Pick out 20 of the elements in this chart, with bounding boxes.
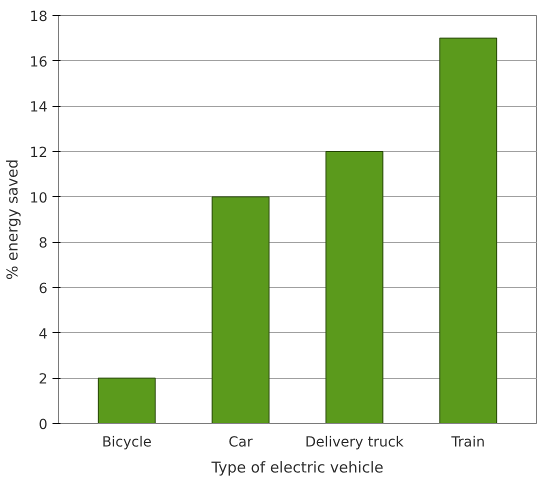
x-tick-label: Bicycle (102, 434, 152, 450)
y-tick-label: 16 (30, 54, 48, 70)
bar (98, 378, 156, 424)
y-tick-label: 4 (38, 326, 48, 342)
y-tick-label: 8 (38, 236, 48, 252)
bar (212, 196, 270, 424)
y-tick-label: 14 (30, 100, 48, 116)
y-tick-label: 6 (38, 281, 48, 297)
x-tick-label: Delivery truck (305, 434, 405, 450)
x-tick-label: Train (450, 434, 486, 450)
y-tick-label: 10 (30, 190, 48, 206)
x-axis-title: Type of electric vehicle (210, 458, 384, 476)
y-tick-label: 0 (38, 417, 48, 433)
bar (325, 151, 384, 424)
y-tick-label: 2 (38, 372, 48, 388)
y-tick-label: 18 (30, 9, 48, 25)
y-axis-title: % energy saved (4, 159, 22, 280)
y-tick-label: 12 (30, 145, 48, 161)
x-tick-label: Car (228, 434, 253, 450)
bar (439, 38, 498, 424)
